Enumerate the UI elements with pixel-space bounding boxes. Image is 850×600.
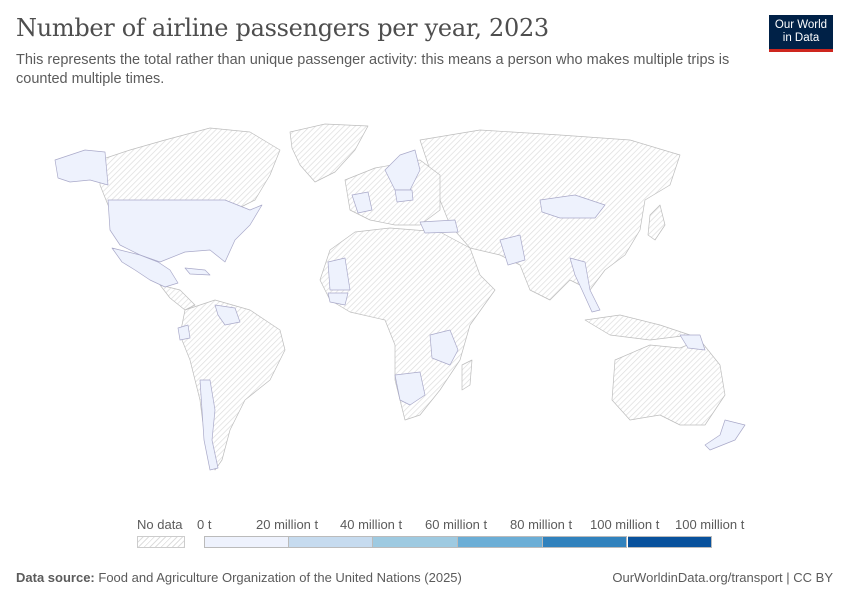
map-region-venezuela[interactable]: [214, 304, 241, 326]
legend-tick-1: 20 million t: [256, 517, 319, 532]
map-region-mauritania[interactable]: [327, 257, 351, 291]
footer-link[interactable]: OurWorldinData.org/transport | CC BY: [612, 570, 833, 585]
map-region-united-states[interactable]: [107, 199, 263, 263]
map-region-mexico[interactable]: [111, 247, 179, 288]
chart-subtitle: This represents the total rather than un…: [16, 52, 730, 87]
owid-logo[interactable]: Our World in Data: [769, 15, 833, 52]
map-region-south-america[interactable]: [179, 299, 286, 471]
legend-tick-0: 0 t: [197, 517, 212, 532]
source-text[interactable]: Food and Agriculture Organization of the…: [98, 570, 462, 585]
world-map: [54, 123, 746, 471]
legend-tick-5: 100 million t: [590, 517, 660, 532]
logo-line-1: Our World: [774, 19, 828, 31]
legend-tick-6: 100 million t: [675, 517, 745, 532]
map-region-mongolia[interactable]: [539, 194, 606, 219]
map-region-indonesia[interactable]: [584, 314, 691, 341]
legend-bin-0[interactable]: [204, 536, 289, 548]
map-region-chile[interactable]: [199, 379, 219, 471]
map-region-australia[interactable]: [611, 339, 726, 426]
map-region-kenya-tanzania[interactable]: [429, 329, 459, 366]
map-region-cuba[interactable]: [184, 267, 211, 276]
map-region-png[interactable]: [679, 334, 706, 351]
legend-tick-4: 80 million t: [510, 517, 573, 532]
map-region-ecuador[interactable]: [177, 324, 191, 341]
legend-bin-3[interactable]: [458, 536, 543, 548]
legend-bin-2[interactable]: [373, 536, 459, 548]
map-region-pakistan[interactable]: [499, 234, 526, 266]
map-region-poland[interactable]: [394, 189, 414, 203]
legend-tick-3: 60 million t: [425, 517, 488, 532]
legend-bin-1[interactable]: [288, 536, 374, 548]
map-region-namibia-botswana[interactable]: [394, 371, 426, 406]
map-region-central-america[interactable]: [159, 284, 196, 311]
map-region-canada[interactable]: [99, 127, 281, 211]
legend-no-data-swatch[interactable]: [137, 536, 185, 548]
legend-no-data-label: No data: [137, 517, 183, 532]
legend-tick-2: 40 million t: [340, 517, 403, 532]
logo-line-2: in Data: [782, 32, 820, 44]
map-region-japan[interactable]: [647, 204, 666, 241]
map-region-madagascar[interactable]: [461, 359, 473, 391]
legend-bin-5[interactable]: [627, 536, 713, 548]
map-region-myanmar-thailand[interactable]: [569, 257, 601, 313]
map-region-alaska[interactable]: [54, 149, 109, 186]
map-region-new-zealand[interactable]: [704, 419, 746, 451]
map-region-france[interactable]: [351, 191, 373, 214]
legend-bin-4[interactable]: [542, 536, 628, 548]
map-region-greenland[interactable]: [289, 123, 369, 183]
data-source: Data source: Food and Agriculture Organi…: [16, 570, 462, 585]
chart-title: Number of airline passengers per year, 2…: [16, 14, 549, 42]
map-region-turkey[interactable]: [419, 219, 459, 234]
map-region-senegal[interactable]: [327, 292, 349, 306]
source-label: Data source:: [16, 570, 95, 585]
